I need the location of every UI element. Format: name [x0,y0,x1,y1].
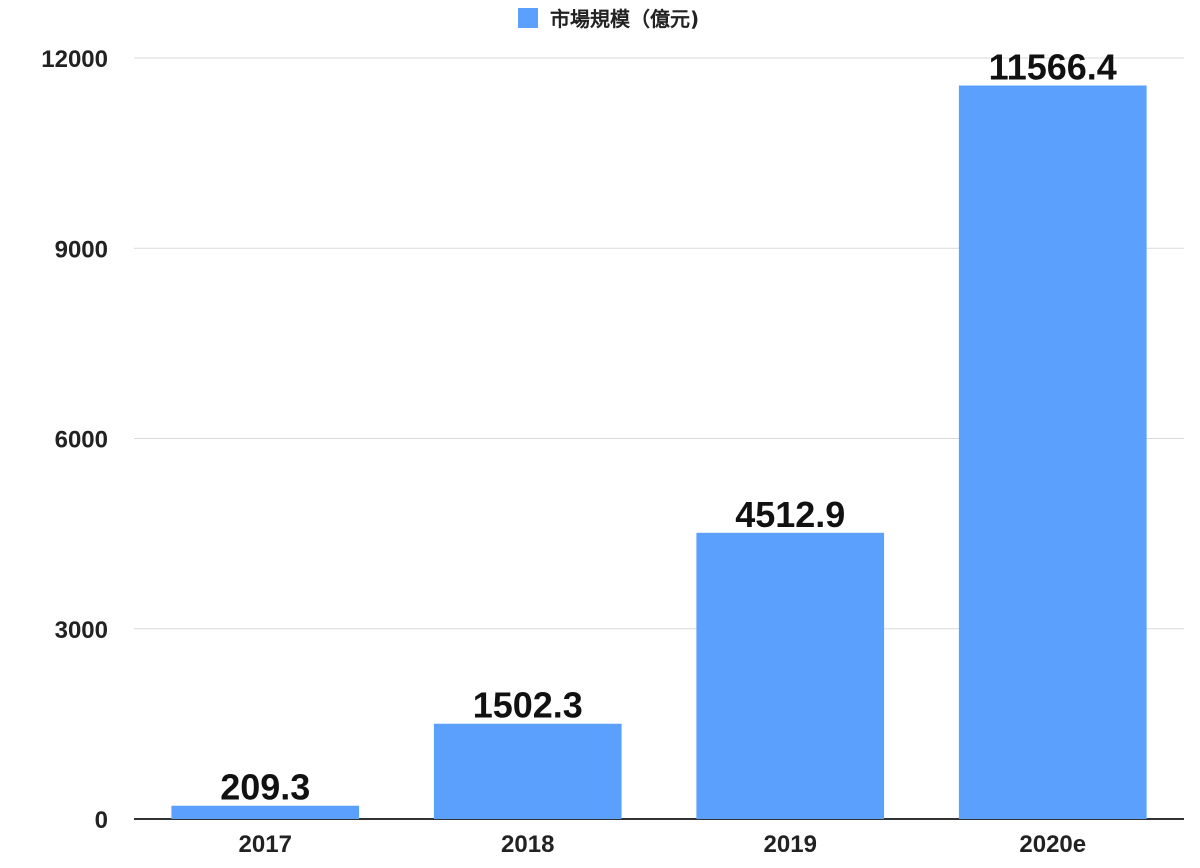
y-tick-label: 12000 [41,46,108,73]
x-tick-label: 2017 [239,831,292,858]
data-label: 11566.4 [989,46,1117,87]
x-tick-label: 2019 [764,831,817,858]
bars [171,85,1147,820]
data-label: 1502.3 [473,685,583,726]
bar [958,85,1147,820]
bar [696,532,885,819]
y-tick-label: 0 [95,807,108,834]
bar [171,805,360,819]
y-axis: 0 3000 6000 9000 12000 [41,46,1184,834]
legend: 市場規模（億元) [518,7,699,31]
bar [433,723,622,819]
data-labels: 209.3 1502.3 4512.9 11566.4 [220,46,1117,807]
data-label: 209.3 [220,767,310,808]
y-tick-label: 9000 [55,236,108,263]
x-tick-label: 2020e [1019,831,1086,858]
legend-swatch [518,8,538,28]
y-tick-label: 3000 [55,617,108,644]
legend-label: 市場規模（億元) [550,7,699,31]
x-tick-label: 2018 [501,831,554,858]
y-tick-label: 6000 [55,427,108,454]
x-axis: 2017 2018 2019 2020e [239,831,1087,858]
data-label: 4512.9 [735,494,845,535]
